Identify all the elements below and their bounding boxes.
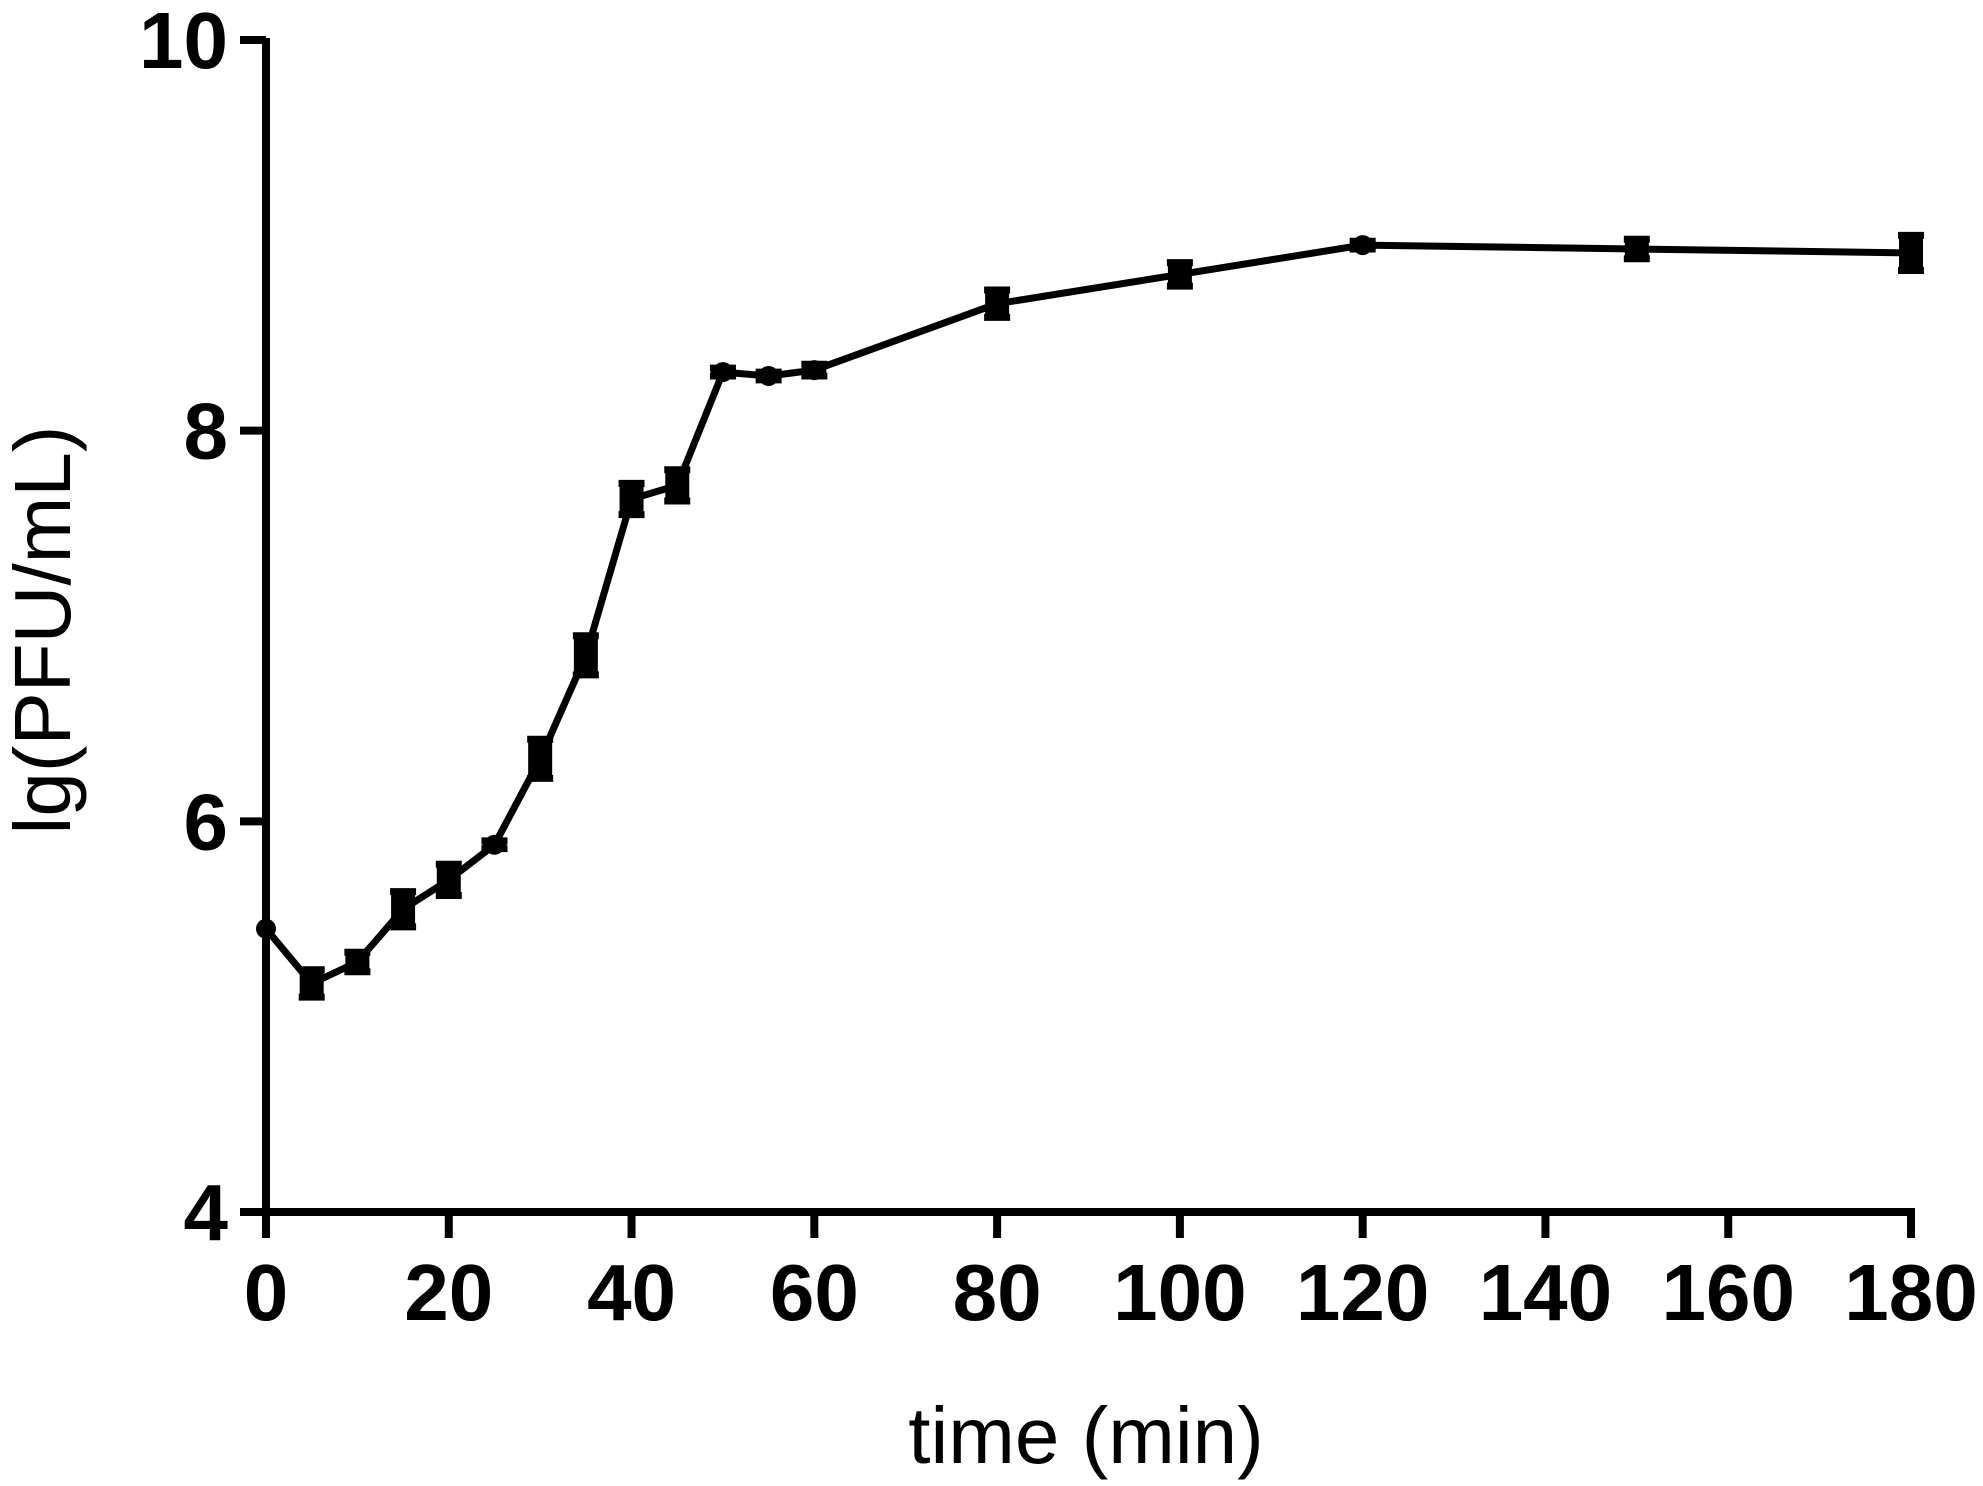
x-tick-label-1: 20: [404, 1248, 493, 1337]
data-point-13: [987, 293, 1008, 314]
x-axis-label: time (min): [908, 1391, 1264, 1480]
series-layer: [256, 231, 1924, 1001]
y-tick-label-3: 10: [139, 0, 228, 85]
data-point-2: [347, 951, 368, 972]
data-point-3: [393, 899, 414, 920]
data-point-17: [1901, 242, 1921, 263]
y-tick-label-1: 6: [184, 777, 229, 866]
y-tick-label-0: 4: [184, 1168, 229, 1257]
x-tick-label-7: 140: [1479, 1248, 1612, 1337]
x-tick-label-9: 180: [1844, 1248, 1977, 1337]
y-tick-label-2: 8: [184, 387, 229, 476]
data-point-0: [256, 918, 276, 939]
series-line-0: [263, 241, 1912, 987]
data-point-15: [1352, 235, 1373, 256]
x-tick-label-2: 40: [587, 1248, 676, 1337]
data-point-5: [484, 834, 505, 855]
data-point-14: [1169, 264, 1190, 285]
data-point-10: [712, 362, 733, 383]
data-point-1: [301, 973, 322, 994]
x-tick-label-5: 100: [1113, 1248, 1246, 1337]
x-tick-label-6: 120: [1296, 1248, 1429, 1337]
y-axis-label: lg(PFU/mL): [0, 426, 87, 835]
data-point-4: [438, 869, 459, 890]
data-point-6: [530, 748, 551, 769]
data-point-11: [758, 365, 779, 386]
data-point-9: [667, 475, 688, 496]
axes: [262, 38, 1915, 1216]
x-tick-label-8: 160: [1661, 1248, 1794, 1337]
x-tick-label-4: 80: [953, 1248, 1042, 1337]
data-point-16: [1626, 239, 1647, 260]
x-tick-label-0: 0: [244, 1248, 289, 1337]
data-point-12: [804, 360, 825, 381]
data-point-8: [621, 489, 642, 510]
x-tick-label-3: 60: [770, 1248, 859, 1337]
data-point-7: [575, 645, 596, 666]
